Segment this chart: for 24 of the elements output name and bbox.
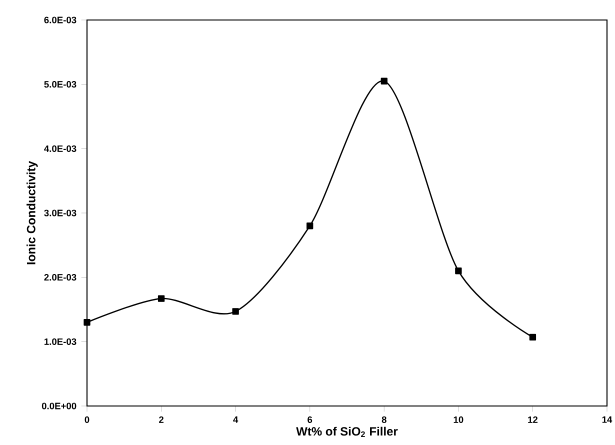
x-tick-label: 2 (159, 416, 164, 423)
x-tick-label: 12 (528, 416, 538, 423)
x-tick-label: 4 (233, 416, 238, 423)
y-tick-label: 4.0E-03 (44, 145, 76, 152)
point (84, 319, 90, 326)
y-tick-label: 1.0E-03 (44, 338, 76, 345)
y-tick-label: 2.0E-03 (44, 274, 76, 281)
point (158, 295, 165, 302)
x-tick-label: 14 (602, 416, 612, 423)
y-tick-label: 0.0E+00 (42, 402, 76, 410)
x-tick-label: 10 (454, 416, 464, 423)
x-tick-label: 8 (382, 416, 386, 423)
y-tick-label: 3.0E-03 (44, 210, 76, 216)
point (529, 334, 536, 340)
y-axis-title: Ionic Conductivity (26, 161, 38, 264)
x-tick-label: 0 (84, 416, 90, 423)
y-tick-label: 5.0E-03 (44, 81, 76, 88)
x-axis-title: Wt% of SiO$_{2}$ Filler (296, 426, 398, 437)
x-tick-label: 6 (308, 416, 312, 423)
point (455, 268, 462, 274)
point (380, 78, 388, 84)
point (306, 222, 314, 230)
point (232, 308, 239, 315)
y-tick-label: 6.0E-03 (44, 16, 76, 24)
